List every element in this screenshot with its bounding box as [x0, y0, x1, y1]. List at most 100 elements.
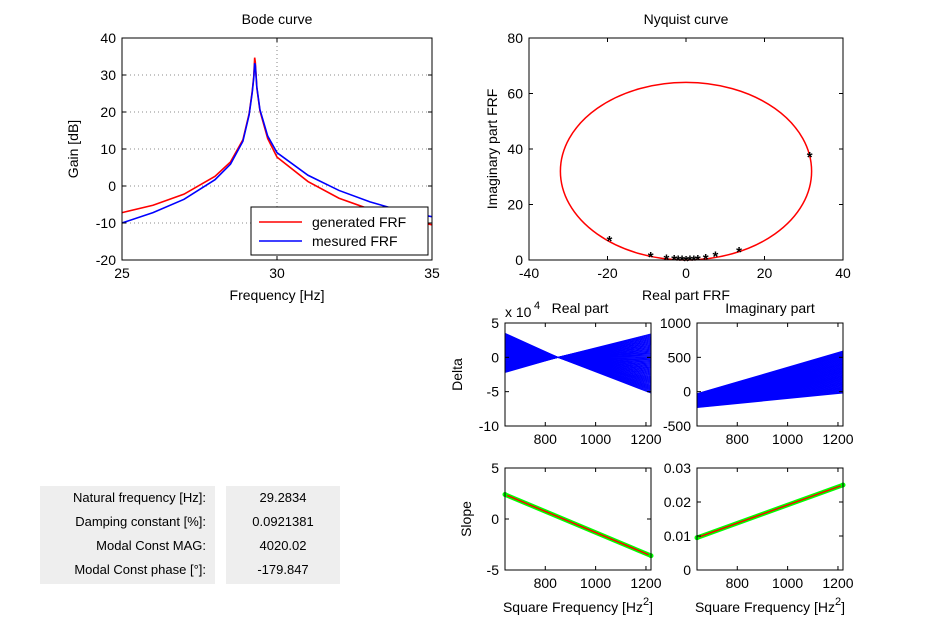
nyquist-point: * — [607, 233, 613, 250]
nyquist-point: * — [675, 252, 681, 269]
natural-frequency-value: 29.2834 — [259, 490, 307, 505]
y-tick-label: -5 — [487, 384, 500, 400]
delta-imag-fan-line — [696, 392, 844, 408]
x-tick-label: 1200 — [630, 575, 661, 591]
y-tick-label: 40 — [507, 141, 523, 157]
y-tick-label: 20 — [100, 104, 116, 120]
delta-imag-chart: 800 1000 1200 -500 0 500 1000 Imaginary part — [660, 300, 854, 447]
bode-x-label: Frequency [Hz] — [230, 287, 325, 303]
legend-label-0: generated FRF — [312, 214, 406, 230]
nyquist-title: Nyquist curve — [644, 11, 729, 27]
slope-imag-x-label-sup: 2 — [835, 596, 841, 608]
x-tick-label: 35 — [424, 265, 440, 281]
bode-title: Bode curve — [242, 11, 313, 27]
y-tick-label: -10 — [96, 215, 116, 231]
x-tick-label: -40 — [519, 265, 539, 281]
x-tick-label: 1200 — [630, 431, 661, 447]
slope-real-series-1 — [504, 493, 652, 557]
slope-imag-chart: 800 1000 1200 0 0.01 0.02 0.03 Square Frequency… — [664, 460, 854, 615]
y-tick-label: 0.01 — [664, 528, 691, 544]
modal-const-mag-label: Modal Const MAG: — [96, 538, 206, 553]
slope-real-y-label: Slope — [458, 501, 474, 537]
nyquist-x-label: Real part FRF — [642, 287, 730, 303]
nyquist-point: * — [671, 252, 677, 269]
y-tick-label: -20 — [96, 252, 116, 268]
x-tick-label: 800 — [726, 431, 750, 447]
x-tick-label: -20 — [597, 265, 617, 281]
legend-label-1: mesured FRF — [312, 233, 398, 249]
x-tick-label: 1000 — [580, 431, 611, 447]
delta-real-y-label: Delta — [449, 358, 465, 391]
y-tick-label: 0 — [683, 384, 691, 400]
slope-real-x-label-end: ] — [649, 599, 653, 615]
y-tick-label: 80 — [507, 30, 523, 46]
natural-frequency-label: Natural frequency [Hz]: — [73, 490, 206, 505]
x-tick-label: 800 — [726, 575, 750, 591]
y-tick-label: -10 — [479, 418, 499, 434]
modal-const-phase-label: Modal Const phase [°]: — [74, 562, 206, 577]
modal-const-mag-value: 4020.02 — [259, 538, 307, 553]
damping-constant-value: 0.0921381 — [252, 514, 314, 529]
x-tick-label: 1200 — [822, 431, 853, 447]
nyquist-point: * — [713, 249, 719, 266]
y-tick-label: 1000 — [660, 315, 691, 331]
y-tick-label: 0.02 — [664, 494, 691, 510]
modal-parameters-panel: Natural frequency [Hz]: Damping constant… — [40, 486, 340, 584]
plot-area — [529, 38, 843, 260]
y-tick-label: 5 — [491, 460, 499, 476]
slope-imag-x-label-end: ] — [841, 599, 845, 615]
bode-legend: generated FRF mesured FRF — [250, 206, 429, 256]
slope-imag-x-label: Square Frequency [Hz2] — [695, 596, 845, 615]
x-tick-label: 1000 — [772, 575, 803, 591]
nyquist-y-label: Imaginary part FRF — [484, 89, 500, 210]
nyquist-point: * — [691, 252, 697, 269]
nyquist-point: * — [648, 249, 654, 266]
x-tick-label: 1000 — [580, 575, 611, 591]
y-tick-label: 60 — [507, 86, 523, 102]
slope-real-x-label: Square Frequency [Hz2] — [503, 596, 653, 615]
x-tick-label: 30 — [269, 265, 285, 281]
x-tick-label: 40 — [835, 265, 851, 281]
slope-imag-x-label-main: Square Frequency [Hz — [695, 599, 835, 615]
delta-real-chart: 800 1000 1200 -10 -5 0 5 x 10 4 Real part Delta — [449, 300, 662, 447]
bode-series-group — [122, 57, 432, 226]
nyquist-point: * — [679, 253, 685, 270]
modal-const-phase-value: -179.847 — [257, 562, 309, 577]
legend-box — [250, 206, 429, 256]
axes-frame — [504, 322, 652, 427]
x-tick-label: 1000 — [772, 431, 803, 447]
delta-real-exponent-base: x 10 — [505, 304, 532, 320]
modal-parameters-values: 29.2834 0.0921381 4020.02 -179.847 — [226, 486, 340, 584]
delta-real-exponent-power: 4 — [534, 300, 540, 312]
y-tick-label: 0.03 — [664, 460, 691, 476]
y-tick-label: 0 — [491, 349, 499, 365]
bode-chart: 25 30 35 -20 -10 0 10 20 30 40 Bode curve Frequency… — [65, 11, 440, 303]
y-tick-label: 0 — [491, 511, 499, 527]
y-tick-label: 5 — [491, 315, 499, 331]
y-tick-label: 0 — [515, 252, 523, 268]
nyquist-point: * — [683, 253, 689, 270]
nyquist-point: * — [736, 244, 742, 261]
y-tick-label: 0 — [108, 178, 116, 194]
delta-real-title: Real part — [552, 300, 609, 316]
bode-series-generated-line — [122, 57, 432, 226]
y-tick-label: -500 — [663, 418, 691, 434]
x-tick-label: 800 — [534, 575, 558, 591]
axes-frame — [696, 322, 844, 427]
y-tick-label: -5 — [487, 562, 500, 578]
delta-imag-title: Imaginary part — [725, 300, 815, 316]
x-tick-label: 0 — [682, 265, 690, 281]
nyquist-point: * — [687, 253, 693, 270]
plot-area — [505, 468, 651, 570]
y-tick-label: 20 — [507, 197, 523, 213]
y-tick-label: 30 — [100, 67, 116, 83]
x-tick-label: 20 — [757, 265, 773, 281]
nyquist-point: * — [703, 251, 709, 268]
plot-area — [697, 468, 843, 570]
y-tick-label: 40 — [100, 30, 116, 46]
slope-real-chart: 800 1000 1200 -5 0 5 Square Frequency [Hz2] Slo… — [458, 460, 662, 615]
nyquist-chart: *** * ******* * * *-40 -20 0 20 40020406080Nyquis… — [484, 11, 851, 303]
axes-frame — [696, 467, 844, 571]
